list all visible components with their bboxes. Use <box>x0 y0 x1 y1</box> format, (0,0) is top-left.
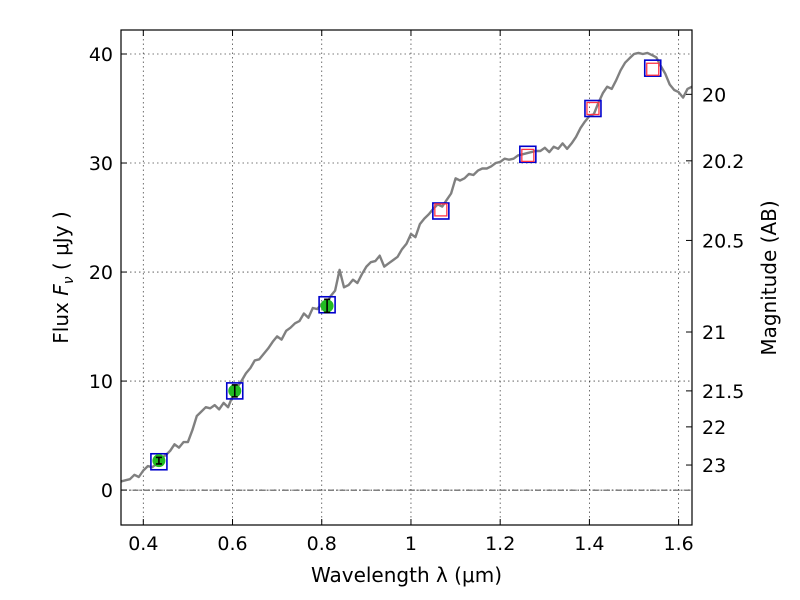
y-tick-label: 30 <box>89 153 113 175</box>
y2-tick-label: 23 <box>702 455 726 477</box>
y2-tick-label: 20 <box>702 84 726 106</box>
model-square-marker <box>519 145 537 164</box>
y2-axis-label: Magnitude (AB) <box>757 200 781 355</box>
y2-tick-label: 20.5 <box>702 230 744 252</box>
model-square-marker <box>643 59 662 77</box>
y-tick-label: 40 <box>89 44 113 66</box>
y2-tick-label: 21 <box>702 322 726 344</box>
model-square-marker <box>432 202 450 220</box>
x-tick-label: 0.8 <box>307 533 337 555</box>
model-square-marker <box>225 382 244 400</box>
series-layer <box>120 51 693 483</box>
x-tick-label: 0.4 <box>128 533 158 555</box>
y-tick-label: 20 <box>89 262 113 284</box>
x-axis-label: Wavelength λ (μm) <box>311 563 502 587</box>
template-square-marker <box>586 101 600 116</box>
model-square-marker <box>150 452 168 471</box>
x-tick-label: 1 <box>405 533 417 555</box>
template-square-marker <box>521 148 535 163</box>
y-tick-label: 0 <box>101 480 113 502</box>
grid-layer <box>121 30 692 525</box>
y2-tick-label: 22 <box>702 417 726 439</box>
y2-tick-label: 21.5 <box>702 381 744 403</box>
x-tick-label: 0.6 <box>217 533 247 555</box>
plot-frame <box>120 29 693 526</box>
y2-tick-label: 20.2 <box>702 151 744 173</box>
x-tick-label: 1.2 <box>485 533 515 555</box>
x-tick-label: 1.6 <box>664 533 694 555</box>
model-square-marker <box>584 99 602 118</box>
ticks-layer: 0.4 0.6 0.8 1 1.2 1.4 1.6 0 10 20 30 40 20 20.2 20.5 21… <box>89 30 744 555</box>
template-square-marker <box>434 203 448 217</box>
x-tick-label: 1.4 <box>574 533 604 555</box>
template-square-marker <box>646 62 660 76</box>
y-tick-label: 10 <box>89 371 113 393</box>
spectrum-line <box>120 51 693 483</box>
y-axis-label: Flux Fν ( μJy ) <box>49 211 77 343</box>
